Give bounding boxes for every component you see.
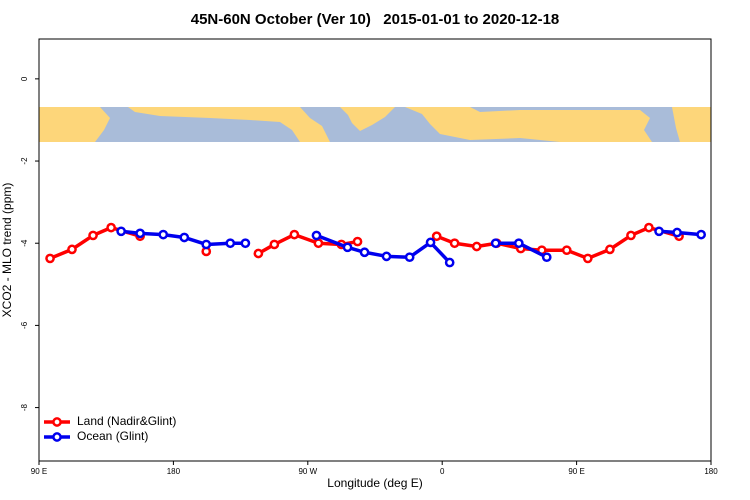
map-land bbox=[340, 107, 395, 131]
data-point bbox=[425, 237, 436, 248]
data-point bbox=[352, 236, 363, 247]
data-point bbox=[513, 238, 524, 249]
data-point bbox=[342, 242, 353, 253]
chart-title: 45N-60N October (Ver 10) 2015-01-01 to 2… bbox=[191, 11, 560, 28]
data-point bbox=[240, 238, 251, 249]
legend-label: Ocean (Glint) bbox=[77, 429, 148, 443]
y-tick-label: -4 bbox=[20, 239, 29, 247]
data-point bbox=[311, 230, 322, 241]
data-point bbox=[561, 245, 572, 256]
y-tick-label: 0 bbox=[20, 76, 29, 81]
x-tick-label: 90 E bbox=[568, 467, 584, 476]
legend-marker bbox=[52, 432, 62, 442]
data-point bbox=[88, 230, 98, 241]
data-point bbox=[135, 228, 145, 239]
data-point bbox=[253, 248, 264, 259]
map-land bbox=[672, 107, 711, 142]
data-point bbox=[490, 238, 501, 249]
x-tick-label: 90 E bbox=[31, 467, 47, 476]
y-tick-label: -2 bbox=[20, 157, 29, 165]
legend-label: Land (Nadir&Glint) bbox=[77, 414, 176, 428]
data-point bbox=[313, 238, 324, 249]
data-point bbox=[269, 239, 280, 250]
legend-marker bbox=[52, 417, 62, 427]
data-point bbox=[605, 244, 615, 255]
data-point bbox=[696, 229, 706, 240]
data-point bbox=[449, 238, 460, 249]
data-point bbox=[444, 257, 455, 268]
y-tick-label: -8 bbox=[20, 403, 29, 411]
data-point bbox=[431, 231, 442, 242]
map-strip bbox=[39, 107, 711, 142]
data-point bbox=[359, 247, 370, 258]
data-point bbox=[106, 222, 116, 233]
map-land bbox=[128, 107, 330, 142]
map-land bbox=[405, 107, 652, 142]
data-point bbox=[225, 238, 236, 249]
data-point bbox=[471, 241, 482, 252]
data-point bbox=[67, 244, 77, 255]
data-point bbox=[116, 226, 126, 237]
data-point bbox=[45, 253, 55, 264]
data-point bbox=[179, 232, 190, 243]
x-tick-label: 90 W bbox=[298, 467, 317, 476]
plot-frame bbox=[38, 38, 712, 462]
data-point bbox=[381, 251, 392, 262]
y-axis-label: XCO2 - MLO trend (ppm) bbox=[0, 183, 14, 318]
data-point bbox=[672, 227, 682, 238]
data-point bbox=[582, 253, 593, 264]
data-point bbox=[158, 229, 169, 240]
data-point bbox=[644, 222, 654, 233]
x-tick-label: 180 bbox=[167, 467, 181, 476]
x-tick-label: 0 bbox=[440, 467, 445, 476]
x-tick-label: 180 bbox=[704, 467, 718, 476]
data-point bbox=[201, 239, 212, 250]
x-axis-label: Longitude (deg E) bbox=[327, 476, 422, 490]
data-point bbox=[541, 252, 552, 263]
map-land bbox=[39, 107, 110, 142]
data-point bbox=[626, 230, 636, 241]
data-point bbox=[289, 229, 300, 240]
data-point bbox=[654, 226, 664, 237]
y-tick-label: -6 bbox=[20, 321, 29, 329]
data-point bbox=[404, 252, 415, 263]
